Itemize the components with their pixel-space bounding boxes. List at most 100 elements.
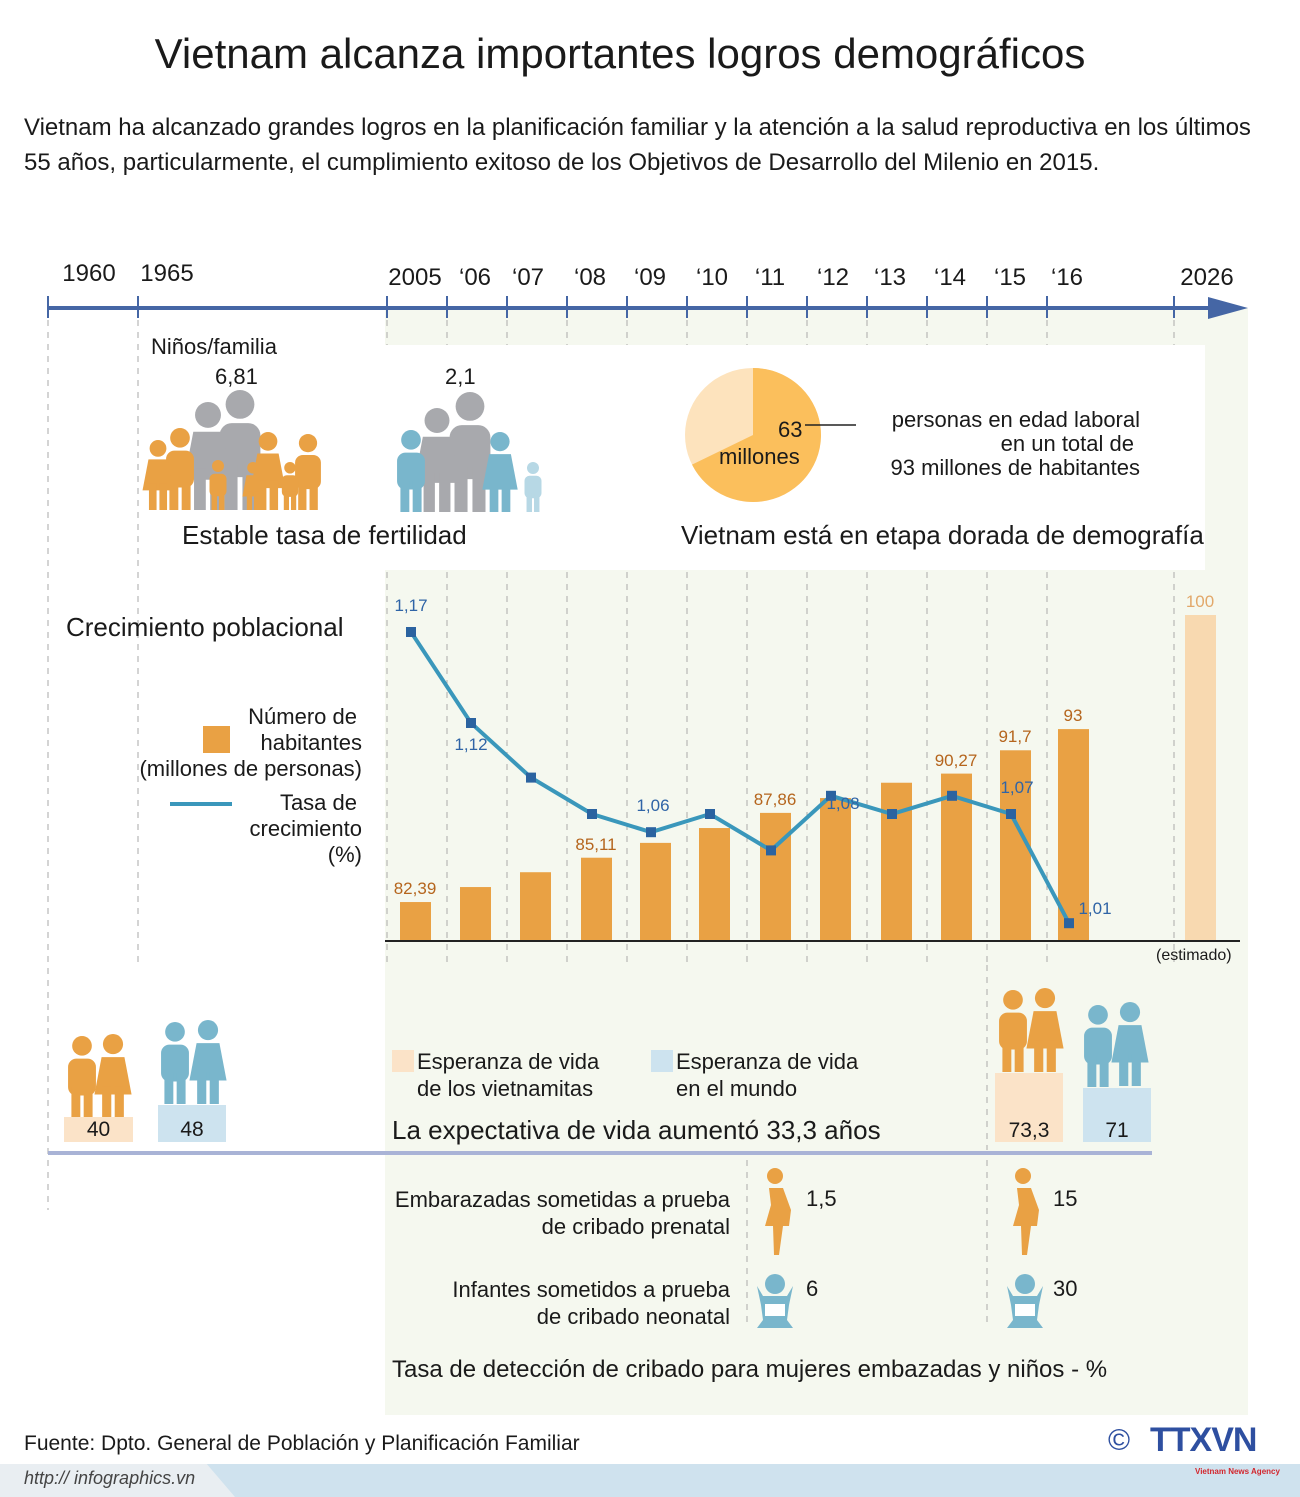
life-caption: La expectativa de vida aumentó 33,3 años bbox=[392, 1115, 881, 1145]
leg bbox=[253, 491, 260, 510]
head bbox=[247, 462, 259, 474]
leg bbox=[1034, 1040, 1044, 1072]
population-bar bbox=[760, 812, 791, 941]
head bbox=[1034, 988, 1056, 1009]
legend-text: en el mundo bbox=[676, 1076, 798, 1101]
legend-text: Esperanza de vida bbox=[417, 1049, 600, 1074]
elderly-man-icon bbox=[1084, 1005, 1112, 1087]
legend-line-swatch bbox=[170, 802, 232, 806]
pregnant-woman-icon bbox=[1013, 1168, 1039, 1255]
child-icon bbox=[281, 462, 299, 510]
head bbox=[1015, 1274, 1035, 1294]
body bbox=[281, 475, 299, 497]
leg bbox=[159, 483, 168, 510]
website-link[interactable]: http:// infographics.vn bbox=[24, 1468, 196, 1488]
leg bbox=[194, 468, 206, 510]
child-icon bbox=[397, 430, 425, 512]
leg bbox=[219, 491, 225, 510]
legend-text: de los vietnamitas bbox=[417, 1076, 594, 1101]
leg bbox=[412, 480, 422, 512]
head bbox=[1119, 1002, 1141, 1023]
population-bar bbox=[699, 828, 730, 941]
body bbox=[482, 454, 518, 490]
leg bbox=[209, 1072, 219, 1104]
growth-title: Crecimiento poblacional bbox=[66, 612, 344, 642]
growth-rate-marker bbox=[646, 827, 656, 838]
legend-text: habitantes bbox=[260, 730, 362, 755]
leg bbox=[164, 1072, 174, 1104]
timeline-year: ‘07 bbox=[511, 264, 545, 291]
bar-value-label: 93 bbox=[1063, 706, 1083, 726]
head bbox=[149, 440, 167, 457]
pregnant-label: Embarazadas sometidas a prueba de cribad… bbox=[330, 1186, 730, 1240]
body bbox=[161, 1044, 189, 1082]
timeline-year: 2005 bbox=[388, 264, 442, 291]
timeline-year: ‘10 bbox=[695, 264, 729, 291]
body bbox=[999, 1012, 1027, 1050]
label-text: Embarazadas sometidas a prueba bbox=[394, 1187, 730, 1212]
head bbox=[102, 1034, 124, 1055]
father-icon bbox=[449, 392, 491, 512]
estimated-note: (estimado) bbox=[1156, 947, 1232, 964]
head bbox=[455, 392, 485, 421]
timeline-year: ‘13 bbox=[873, 264, 907, 291]
leg bbox=[526, 493, 532, 512]
fertility-unit-label: Niños/familia bbox=[151, 334, 277, 359]
growth-rate-marker bbox=[466, 718, 476, 728]
timeline-arrow-icon bbox=[1208, 297, 1248, 319]
body bbox=[295, 454, 321, 490]
leg bbox=[1119, 1054, 1129, 1086]
growth-rate-marker bbox=[705, 809, 715, 819]
leg bbox=[71, 1086, 81, 1118]
pie-unit: millones bbox=[719, 444, 800, 469]
leg bbox=[439, 472, 451, 512]
legend-text: Número de bbox=[248, 704, 357, 729]
head bbox=[170, 428, 190, 448]
timeline-year: ‘06 bbox=[458, 264, 492, 291]
diaper bbox=[765, 1304, 785, 1316]
body bbox=[166, 450, 194, 488]
leg bbox=[489, 481, 499, 512]
golden-description: personas en edad laboral en un total de … bbox=[840, 408, 1141, 480]
population-bar bbox=[581, 857, 612, 941]
infant-2015-value: 30 bbox=[1053, 1276, 1078, 1301]
legend-world-label: Esperanza de vida en el mundo bbox=[676, 1048, 858, 1102]
body bbox=[68, 1058, 96, 1096]
growth-rate-marker bbox=[766, 845, 776, 856]
leg bbox=[1131, 1054, 1141, 1086]
bar-value-label: 100 bbox=[1185, 592, 1215, 611]
intro-text: Vietnam ha alcanzado grandes logros en l… bbox=[24, 114, 1251, 176]
legend-text: crecimiento bbox=[249, 816, 362, 841]
timeline-year: 1965 bbox=[140, 260, 194, 287]
elderly-woman-icon bbox=[1111, 1002, 1149, 1086]
elderly-woman-icon bbox=[94, 1034, 132, 1118]
timeline-year: ‘14 bbox=[933, 264, 967, 291]
body bbox=[1111, 1025, 1149, 1063]
child-icon bbox=[242, 462, 264, 510]
body bbox=[94, 1057, 132, 1095]
leg bbox=[283, 491, 290, 510]
pregnant-2015-value: 15 bbox=[1053, 1186, 1078, 1211]
head bbox=[490, 432, 510, 452]
head bbox=[401, 430, 421, 450]
population-bar bbox=[1058, 729, 1089, 941]
child-icon bbox=[166, 428, 194, 510]
elderly-woman-icon bbox=[1026, 988, 1064, 1072]
population-bar bbox=[400, 902, 431, 941]
leg bbox=[1002, 1040, 1012, 1072]
legend-bar-label: Número de habitantes (millones de person… bbox=[100, 704, 362, 782]
head bbox=[1088, 1005, 1108, 1025]
head bbox=[225, 390, 255, 419]
child-icon bbox=[295, 434, 321, 510]
population-bar bbox=[881, 782, 912, 941]
body bbox=[1026, 1011, 1064, 1049]
head bbox=[72, 1036, 92, 1056]
growth-rate-marker bbox=[587, 809, 597, 819]
leg bbox=[298, 481, 307, 510]
leg bbox=[1014, 1040, 1024, 1072]
bar-value-label: 90,27 bbox=[934, 750, 978, 770]
baby-icon bbox=[757, 1274, 793, 1328]
label-text: de cribado prenatal bbox=[541, 1214, 730, 1239]
leg bbox=[501, 481, 511, 512]
